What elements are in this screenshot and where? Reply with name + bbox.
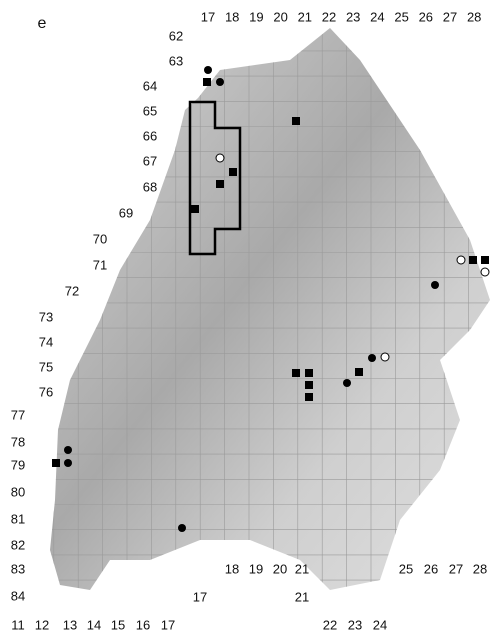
record-square: [52, 459, 60, 467]
record-square: [292, 369, 300, 377]
record-square: [355, 368, 363, 376]
column-label: 22: [322, 9, 336, 24]
column-label: 14: [87, 617, 101, 632]
row-label: 66: [143, 128, 157, 143]
record-half: [381, 353, 389, 361]
row-label: 70: [93, 231, 107, 246]
row-label: 80: [11, 484, 25, 499]
row-label: 64: [143, 78, 157, 93]
column-label: 27: [443, 9, 457, 24]
column-label: 21: [295, 561, 309, 576]
column-label: 28: [473, 561, 487, 576]
record-square: [305, 369, 313, 377]
column-label: 13: [63, 617, 77, 632]
column-label: 12: [35, 617, 49, 632]
row-label: 78: [11, 434, 25, 449]
column-label: 25: [399, 561, 413, 576]
column-label: 16: [136, 617, 150, 632]
record-dot: [204, 66, 212, 74]
column-label: 20: [273, 561, 287, 576]
land-relief: [50, 28, 490, 590]
column-label: 18: [225, 561, 239, 576]
column-label: 17: [201, 9, 215, 24]
row-label: 76: [39, 384, 53, 399]
row-label: 83: [11, 561, 25, 576]
record-square: [292, 117, 300, 125]
column-label: 15: [111, 617, 125, 632]
row-label: 77: [11, 407, 25, 422]
record-dot: [431, 281, 439, 289]
column-label: 24: [373, 617, 387, 632]
record-square: [305, 393, 313, 401]
column-label: 21: [295, 589, 309, 604]
column-label: 18: [225, 9, 239, 24]
column-label: 26: [419, 9, 433, 24]
column-label: 23: [346, 9, 360, 24]
panel-label: e: [38, 15, 47, 32]
record-half: [481, 268, 489, 276]
record-half: [457, 256, 465, 264]
row-label: 81: [11, 511, 25, 526]
column-label: 11: [11, 617, 25, 632]
row-label: 67: [143, 153, 157, 168]
column-label: 23: [348, 617, 362, 632]
column-label: 19: [249, 9, 263, 24]
row-label: 72: [65, 283, 79, 298]
column-label: 25: [394, 9, 408, 24]
row-label: 63: [169, 53, 183, 68]
record-square: [229, 168, 237, 176]
row-label: 79: [11, 457, 25, 472]
record-open: [216, 154, 224, 162]
column-label: 27: [449, 561, 463, 576]
row-label: 69: [119, 205, 133, 220]
record-square: [216, 180, 224, 188]
map-figure: e 17 18 19 20 21 22 23 24 25 26 27 28 62 63 64 65 66 67 68…: [0, 0, 502, 633]
map: e 17 18 19 20 21 22 23 24 25 26 27 28 62 63 64 65 66 67 68…: [0, 0, 502, 633]
column-label: 21: [298, 9, 312, 24]
record-dot: [64, 459, 72, 467]
record-square: [469, 256, 477, 264]
record-dot: [343, 379, 351, 387]
record-square: [481, 256, 489, 264]
row-label: 75: [39, 359, 53, 374]
column-label: 28: [467, 9, 481, 24]
row-label: 84: [11, 588, 25, 603]
record-dot: [216, 78, 224, 86]
column-label: 17: [193, 589, 207, 604]
row-label: 62: [169, 28, 183, 43]
row-label: 68: [143, 179, 157, 194]
column-label: 20: [273, 9, 287, 24]
row-label: 82: [11, 537, 25, 552]
row-label: 73: [39, 309, 53, 324]
column-label: 26: [424, 561, 438, 576]
column-label: 19: [249, 561, 263, 576]
record-dot: [64, 446, 72, 454]
record-dot: [368, 354, 376, 362]
row-label: 74: [39, 334, 53, 349]
column-label: 22: [323, 617, 337, 632]
row-label: 71: [93, 257, 107, 272]
record-dot: [178, 524, 186, 532]
column-label: 24: [370, 9, 384, 24]
record-square: [305, 381, 313, 389]
column-label: 17: [161, 617, 175, 632]
record-square: [203, 78, 211, 86]
record-square: [191, 205, 199, 213]
row-label: 65: [143, 103, 157, 118]
